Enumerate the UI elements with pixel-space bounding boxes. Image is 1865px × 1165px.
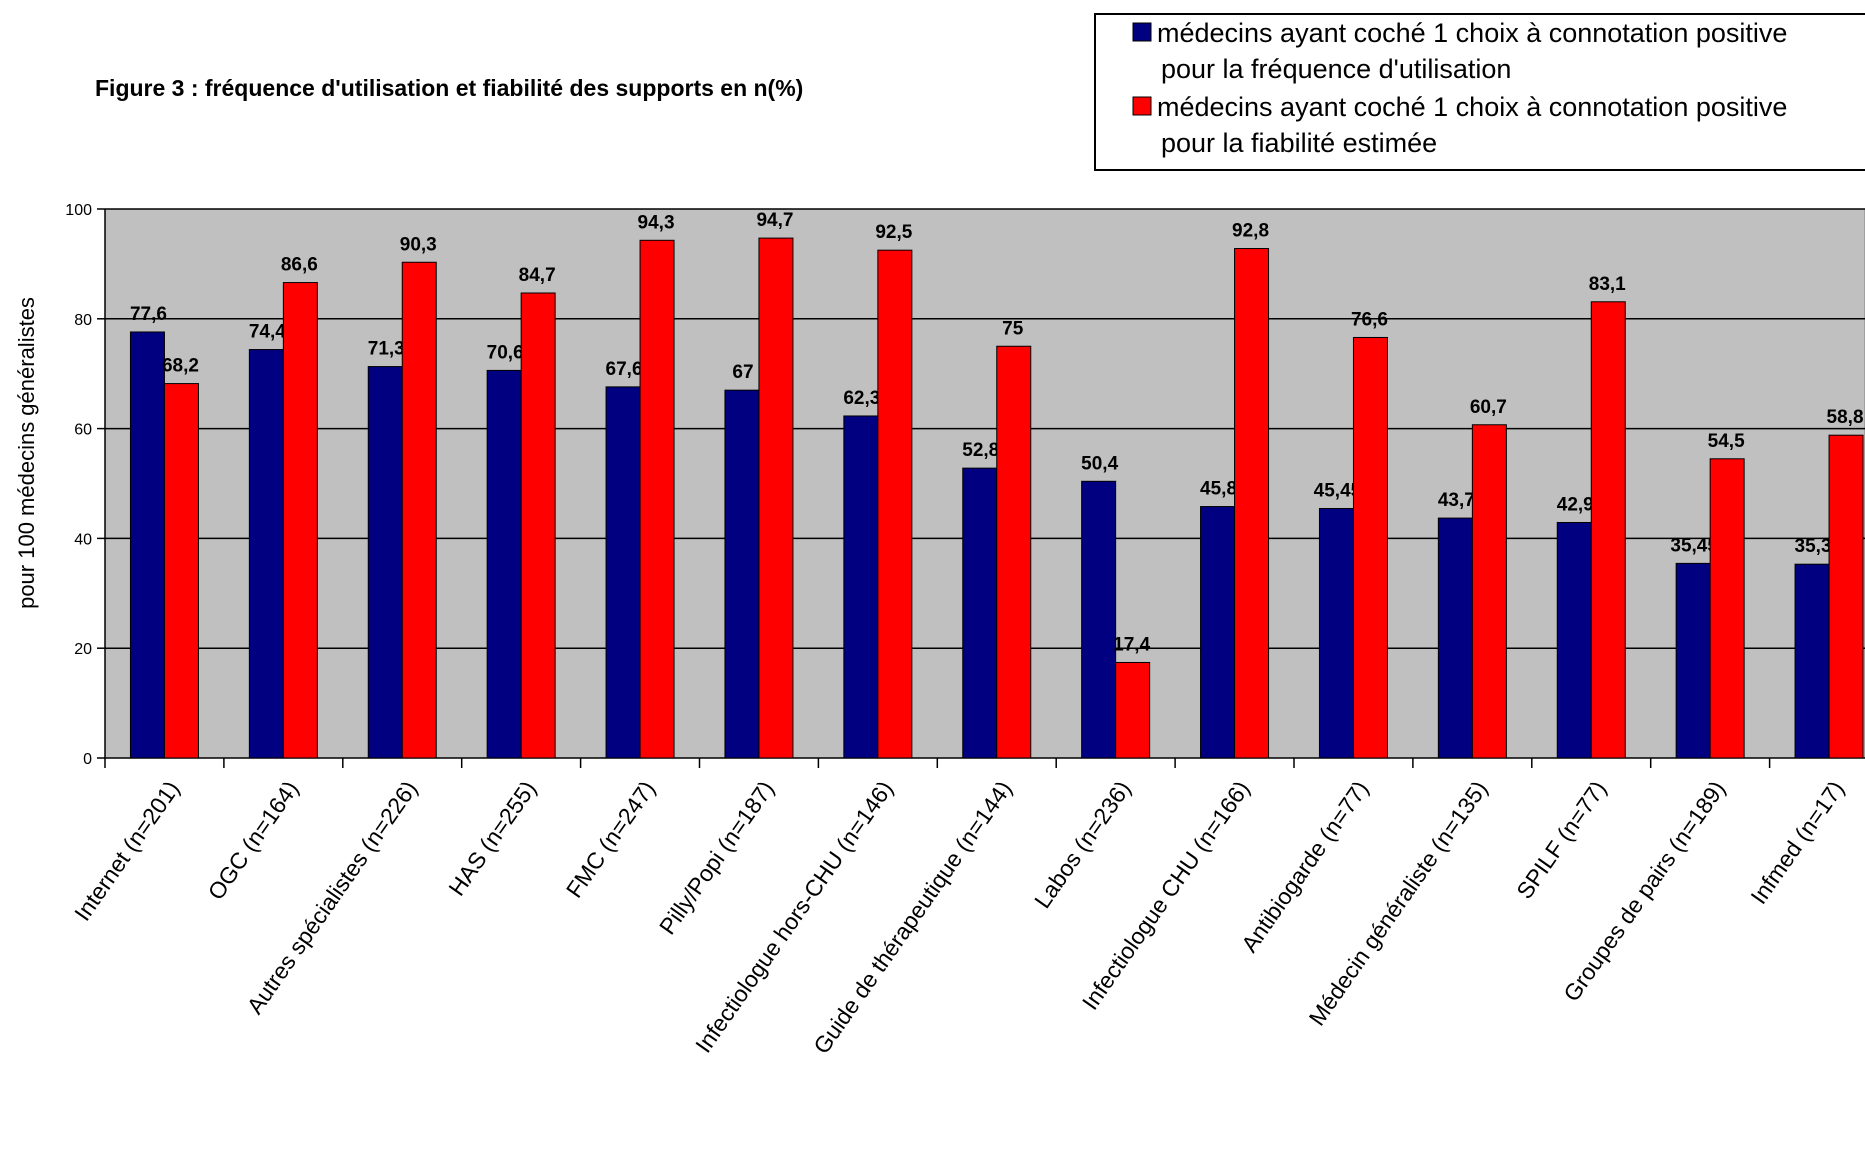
bar-reliability <box>877 249 913 759</box>
x-tick-label: Infmed (n=17) <box>1745 776 1849 909</box>
data-label: 77,6 <box>130 304 167 325</box>
data-label: 60,7 <box>1470 397 1507 418</box>
data-label: 43,7 <box>1438 490 1475 511</box>
legend-swatch <box>1132 22 1152 42</box>
data-label: 74,4 <box>249 322 286 343</box>
x-tick-label: FMC (n=247) <box>561 776 660 902</box>
bar-frequency <box>129 331 165 759</box>
x-tick-label: Labos (n=236) <box>1029 776 1136 913</box>
data-label: 84,7 <box>519 265 556 286</box>
x-tick-label: OGC (n=164) <box>203 776 304 905</box>
legend: médecins ayant coché 1 choix à connotati… <box>1094 13 1865 171</box>
plot-area: 0 20 40 60 80 100 77,6 68,2 Internet (n=201) 74,4… <box>65 202 1865 1059</box>
data-label: 70,6 <box>487 342 524 363</box>
legend-entry: pour la fiabilité estimée <box>1161 128 1437 158</box>
bar-reliability <box>1115 661 1151 759</box>
bar-frequency <box>724 389 760 759</box>
bar-frequency <box>486 369 522 759</box>
data-label: 76,6 <box>1351 309 1388 330</box>
legend-entry: pour la fréquence d'utilisation <box>1161 54 1511 84</box>
bar-reliability <box>1828 434 1864 759</box>
bar-reliability <box>1352 336 1388 759</box>
data-label: 50,4 <box>1081 453 1118 474</box>
x-tick-label: SPILF (n=77) <box>1511 776 1611 903</box>
data-label: 35,3 <box>1795 536 1832 557</box>
legend-entry: médecins ayant coché 1 choix à connotati… <box>1157 92 1787 122</box>
bar-frequency <box>1794 563 1830 759</box>
bar-reliability <box>1234 248 1270 759</box>
data-label: 45,8 <box>1200 479 1237 500</box>
data-label: 58,8 <box>1827 407 1864 428</box>
bar-reliability <box>401 261 437 759</box>
legend-swatch <box>1132 96 1152 116</box>
data-label: 42,9 <box>1557 494 1594 515</box>
bar-frequency <box>605 386 641 759</box>
bar-frequency <box>962 467 998 759</box>
y-tick-label: 80 <box>74 312 92 329</box>
x-tick-label: Guide de thérapeutique (n=144) <box>808 776 1017 1059</box>
bar-reliability <box>1709 458 1745 759</box>
bar-reliability <box>996 345 1032 759</box>
legend-box <box>1094 13 1865 171</box>
bar-frequency <box>1437 517 1473 759</box>
data-label: 75 <box>1002 318 1024 339</box>
data-label: 92,5 <box>875 222 912 243</box>
bar-reliability <box>163 383 199 759</box>
bar-frequency <box>1200 506 1236 759</box>
bar-frequency <box>248 349 284 759</box>
data-label: 86,6 <box>281 255 318 276</box>
data-label: 67,6 <box>606 359 643 380</box>
bar-reliability <box>282 282 318 759</box>
y-axis-label: pour 100 médecins généralistes <box>14 297 39 609</box>
data-label: 90,3 <box>400 234 437 255</box>
x-tick-label: Internet (n=201) <box>69 776 185 926</box>
y-tick-label: 20 <box>74 641 92 658</box>
y-tick-label: 0 <box>83 751 92 768</box>
data-label: 83,1 <box>1589 274 1626 295</box>
bar-reliability <box>639 239 675 759</box>
data-label: 67 <box>732 362 753 383</box>
y-tick-label: 100 <box>65 202 92 219</box>
legend-entry: médecins ayant coché 1 choix à connotati… <box>1157 18 1787 48</box>
data-label: 54,5 <box>1708 431 1745 452</box>
bar-reliability <box>520 292 556 759</box>
data-label: 68,2 <box>162 356 199 377</box>
data-label: 71,3 <box>368 339 405 360</box>
bar-reliability <box>1471 424 1507 759</box>
data-label: 45,45 <box>1314 480 1362 501</box>
y-tick-label: 60 <box>74 422 92 439</box>
bar-frequency <box>843 415 879 759</box>
x-tick-label: Infectiologue hors-CHU (n=146) <box>690 776 898 1057</box>
bar-frequency <box>1318 507 1354 759</box>
bar-reliability <box>758 237 794 759</box>
data-label: 52,8 <box>962 440 999 461</box>
bar-frequency <box>1675 562 1711 759</box>
x-tick-label: Antibiogarde (n=77) <box>1236 776 1374 957</box>
data-label: 17,4 <box>1113 634 1150 655</box>
bar-frequency <box>367 366 403 759</box>
bar-frequency <box>1081 480 1117 759</box>
data-label: 94,7 <box>756 210 793 231</box>
chart-title: Figure 3 : fréquence d'utilisation et fi… <box>95 75 803 101</box>
bar-reliability <box>1590 301 1626 759</box>
data-label: 35,45 <box>1670 535 1718 556</box>
x-tick-label: HAS (n=255) <box>443 776 541 900</box>
data-label: 92,8 <box>1232 221 1269 242</box>
x-tick-label: Pilly/Popi (n=187) <box>654 776 779 939</box>
y-tick-label: 40 <box>74 531 92 548</box>
data-label: 94,3 <box>638 212 675 233</box>
bar-frequency <box>1556 521 1592 759</box>
data-label: 62,3 <box>843 388 880 409</box>
